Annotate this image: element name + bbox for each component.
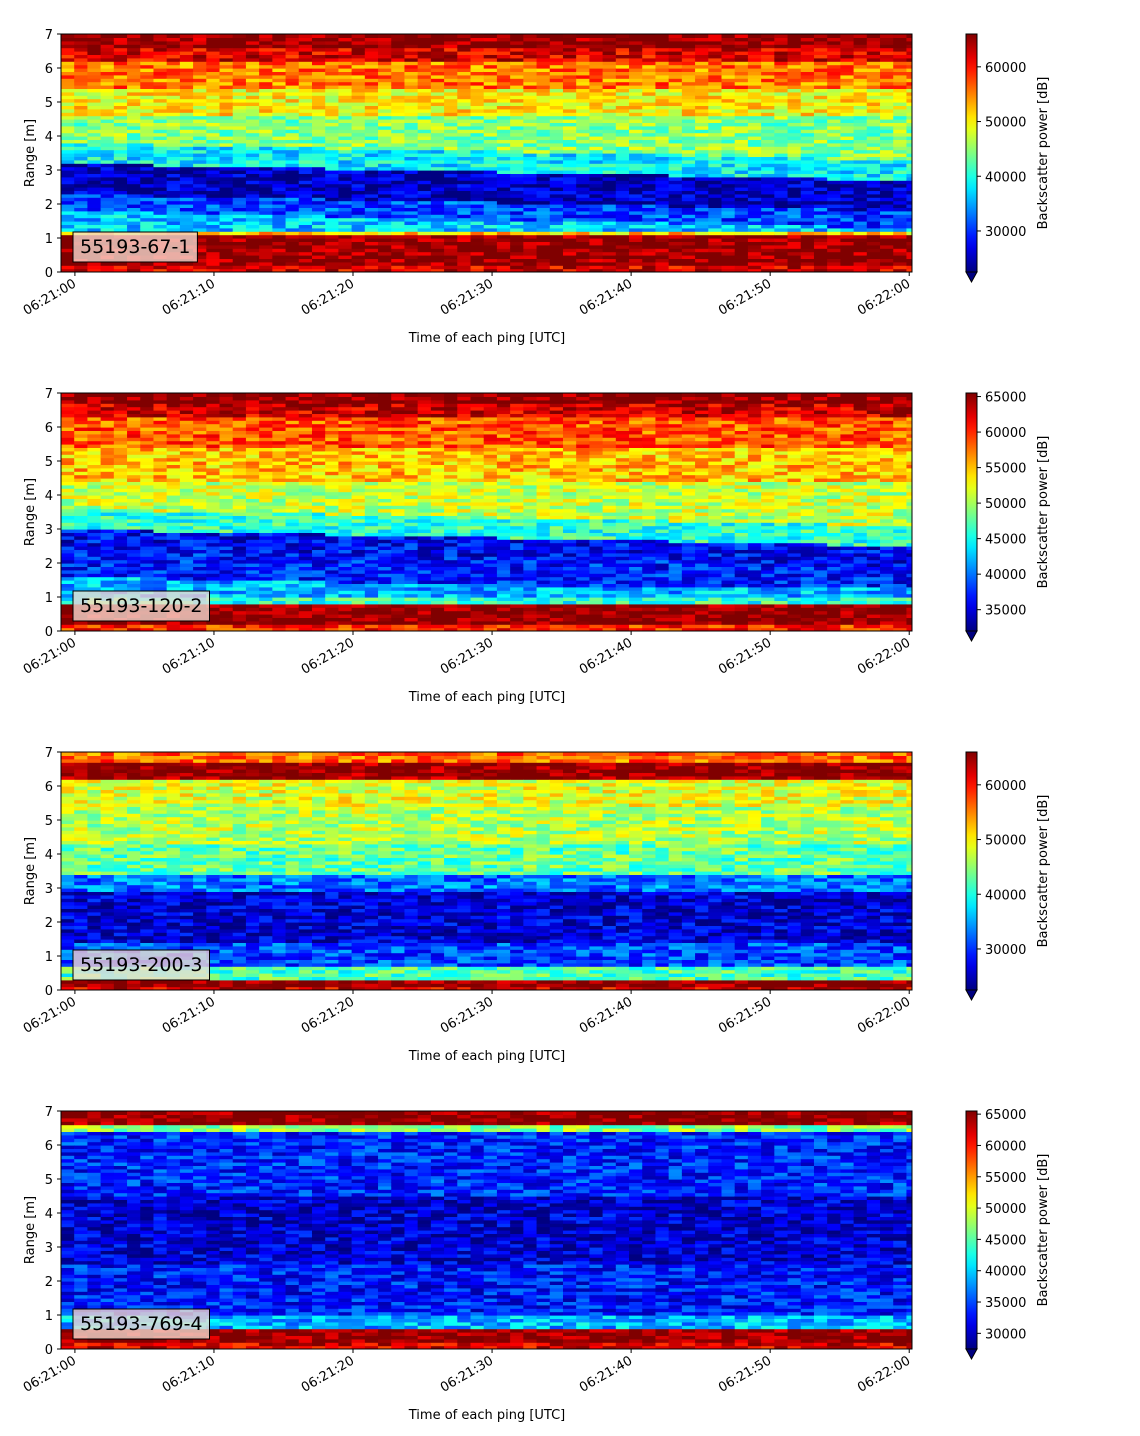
y-tick-label: 6 [45, 62, 53, 77]
colorbar-tick-label: 40000 [985, 170, 1026, 185]
x-axis-label: Time of each ping [UTC] [408, 690, 566, 705]
y-axis-label: Range [m] [23, 478, 38, 546]
y-tick-label: 3 [45, 882, 53, 897]
y-tick-label: 0 [45, 1343, 53, 1358]
panel-label-box [72, 949, 210, 981]
y-tick-label: 5 [45, 455, 53, 470]
heatmap-4 [61, 1111, 912, 1349]
colorbar-tick-label: 55000 [985, 1171, 1026, 1186]
y-tick-label: 7 [45, 28, 53, 43]
colorbar-2 [965, 392, 978, 632]
y-tick-label: 5 [45, 96, 53, 111]
x-axis-label: Time of each ping [UTC] [408, 331, 566, 346]
x-axis-label: Time of each ping [UTC] [408, 1408, 566, 1423]
colorbar-extend [965, 630, 978, 643]
axes-frame-3 [60, 751, 913, 991]
colorbar-tick-label: 60000 [985, 426, 1026, 441]
y-tick-label: 3 [45, 1241, 53, 1256]
x-axis-label: Time of each ping [UTC] [408, 1049, 566, 1064]
y-tick-label: 1 [45, 1309, 53, 1324]
colorbar-tick-label: 50000 [985, 116, 1026, 131]
y-tick-label: 3 [45, 164, 53, 179]
colorbar-extend [965, 1348, 978, 1361]
y-tick-label: 0 [45, 266, 53, 281]
y-tick-label: 5 [45, 1173, 53, 1188]
y-axis-label: Range [m] [23, 837, 38, 905]
colorbar-tick-label: 50000 [985, 1202, 1026, 1217]
panel-label: 55193-67-1 [80, 236, 190, 258]
colorbar-tick-label: 30000 [985, 225, 1026, 240]
y-axis-label: Range [m] [23, 119, 38, 187]
colorbar-tick-label: 50000 [985, 834, 1026, 849]
heatmap-2 [61, 393, 912, 631]
colorbar-tick-label: 35000 [985, 604, 1026, 619]
colorbar-tick-label: 40000 [985, 1265, 1026, 1280]
y-tick-label: 3 [45, 523, 53, 538]
colorbar-1 [965, 33, 978, 273]
colorbar-tick-label: 50000 [985, 497, 1026, 512]
panel-label-box [72, 590, 210, 622]
y-tick-label: 4 [45, 130, 53, 145]
y-tick-label: 6 [45, 780, 53, 795]
heatmap-1 [61, 34, 912, 272]
y-tick-label: 2 [45, 1275, 53, 1290]
colorbar-4 [965, 1110, 978, 1350]
y-tick-label: 4 [45, 848, 53, 863]
colorbar-tick-label: 40000 [985, 568, 1026, 583]
y-tick-label: 0 [45, 984, 53, 999]
colorbar-extend [965, 989, 978, 1002]
y-axis-label: Range [m] [23, 1196, 38, 1264]
y-tick-label: 6 [45, 1139, 53, 1154]
y-tick-label: 1 [45, 591, 53, 606]
colorbar-tick-label: 45000 [985, 1233, 1026, 1248]
y-tick-label: 6 [45, 421, 53, 436]
colorbar-tick-label: 35000 [985, 1296, 1026, 1311]
y-tick-label: 7 [45, 387, 53, 402]
panel-label-box [72, 1308, 210, 1340]
colorbar-tick-label: 30000 [985, 943, 1026, 958]
axes-frame-2 [60, 392, 913, 632]
y-tick-label: 2 [45, 198, 53, 213]
colorbar-tick-label: 55000 [985, 462, 1026, 477]
colorbar-tick-label: 60000 [985, 61, 1026, 76]
colorbar-tick-label: 65000 [985, 1108, 1026, 1123]
axes-frame-1 [60, 33, 913, 273]
panel-label: 55193-769-4 [80, 1313, 203, 1335]
colorbar-tick-label: 30000 [985, 1327, 1026, 1342]
y-tick-label: 0 [45, 625, 53, 640]
axes-frame-4 [60, 1110, 913, 1350]
y-tick-label: 4 [45, 1207, 53, 1222]
panel-label: 55193-200-3 [80, 954, 203, 976]
colorbar-tick-label: 65000 [985, 391, 1026, 406]
y-tick-label: 7 [45, 746, 53, 761]
y-tick-label: 2 [45, 916, 53, 931]
colorbar-3 [965, 751, 978, 991]
colorbar-extend [965, 271, 978, 284]
colorbar-label: Backscatter power [dB] [1036, 77, 1051, 230]
panel-label: 55193-120-2 [80, 595, 203, 617]
y-tick-label: 4 [45, 489, 53, 504]
colorbar-tick-label: 60000 [985, 1139, 1026, 1154]
panel-label-box [72, 231, 198, 263]
colorbar-label: Backscatter power [dB] [1036, 795, 1051, 948]
y-tick-label: 2 [45, 557, 53, 572]
colorbar-tick-label: 60000 [985, 779, 1026, 794]
colorbar-label: Backscatter power [dB] [1036, 1154, 1051, 1307]
colorbar-tick-label: 40000 [985, 888, 1026, 903]
y-tick-label: 5 [45, 814, 53, 829]
y-tick-label: 7 [45, 1105, 53, 1120]
colorbar-label: Backscatter power [dB] [1036, 436, 1051, 589]
colorbar-tick-label: 45000 [985, 533, 1026, 548]
y-tick-label: 1 [45, 950, 53, 965]
y-tick-label: 1 [45, 232, 53, 247]
